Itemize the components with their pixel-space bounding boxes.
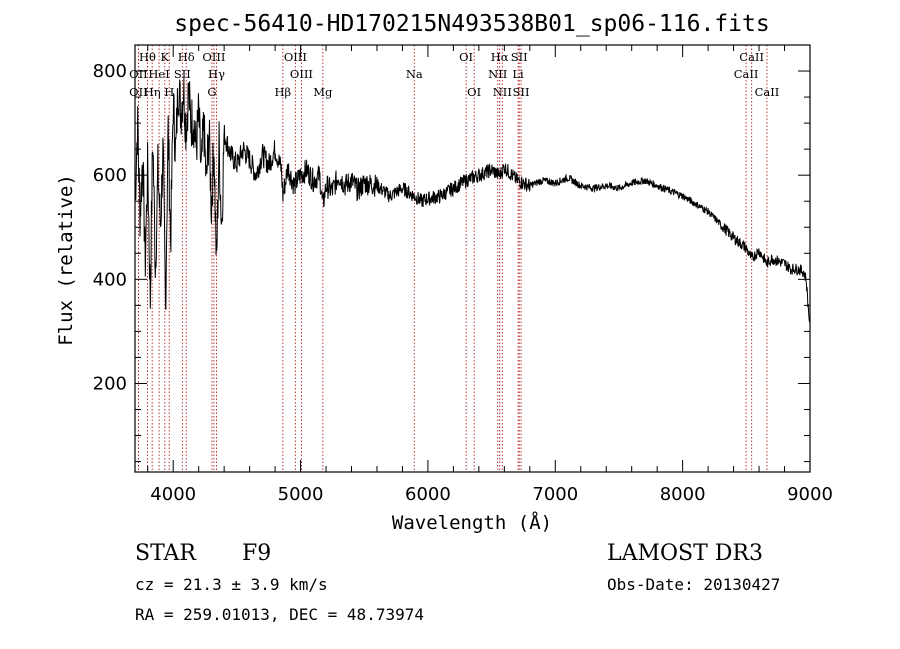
line-label: SII — [174, 67, 191, 81]
line-label: CaII — [739, 50, 764, 64]
x-tick-label: 5000 — [278, 484, 324, 505]
line-label: CaII — [734, 67, 759, 81]
line-label: Hβ — [275, 85, 292, 99]
line-label: G — [207, 85, 216, 99]
line-label: OII — [129, 67, 148, 81]
axis-ticks: 4000 5000 6000 7000 8000 9000 200 400 600 800 — [93, 45, 833, 505]
x-tick-label: 9000 — [787, 484, 833, 505]
line-label: HeI — [148, 67, 169, 81]
line-label: CaII — [755, 85, 780, 99]
line-label: Hγ — [208, 67, 225, 81]
y-axis-label: Flux (relative) — [55, 174, 77, 346]
line-markers — [137, 45, 768, 472]
coordinates-text: RA = 259.01013, DEC = 48.73974 — [135, 605, 424, 624]
line-label: OIII — [290, 67, 313, 81]
x-axis-label: Wavelength (Å) — [392, 511, 552, 534]
y-tick-label: 200 — [93, 373, 127, 394]
redshift-text: cz = 21.3 ± 3.9 km/s — [135, 575, 328, 594]
line-label: Hη — [144, 85, 161, 99]
obs-date: Obs-Date: 20130427 — [607, 575, 780, 594]
line-label: OI — [459, 50, 473, 64]
survey-name: LAMOST DR3 — [607, 541, 763, 566]
line-label: OIII — [202, 50, 225, 64]
object-class: STAR — [135, 541, 197, 566]
line-label: H — [164, 85, 174, 99]
line-label: NII — [488, 67, 507, 81]
x-tick-label: 8000 — [660, 484, 706, 505]
line-label: NII — [493, 85, 512, 99]
line-label: Li — [512, 67, 524, 81]
plot-frame — [134, 44, 811, 473]
line-label: K — [161, 50, 170, 64]
line-label: SII — [511, 50, 528, 64]
line-label: Hα — [491, 50, 509, 64]
y-tick-label: 400 — [93, 269, 127, 290]
y-tick-label: 600 — [93, 165, 127, 186]
y-tick-label: 800 — [93, 61, 127, 82]
spectral-subclass: F9 — [242, 541, 271, 566]
line-label: OIII — [284, 50, 307, 64]
line-label: Na — [406, 67, 423, 81]
spectrum-line — [134, 78, 811, 322]
line-label: Mg — [313, 85, 333, 99]
line-label: Hδ — [178, 50, 195, 64]
x-tick-label: 4000 — [150, 484, 196, 505]
line-label: Hθ — [139, 50, 156, 64]
x-tick-label: 6000 — [405, 484, 451, 505]
line-label: OI — [467, 85, 481, 99]
line-label: SII — [513, 85, 530, 99]
line-label: OII — [129, 85, 148, 99]
chart-title: spec-56410-HD170215N493538B01_sp06-116.f… — [174, 11, 769, 37]
x-tick-label: 7000 — [532, 484, 578, 505]
